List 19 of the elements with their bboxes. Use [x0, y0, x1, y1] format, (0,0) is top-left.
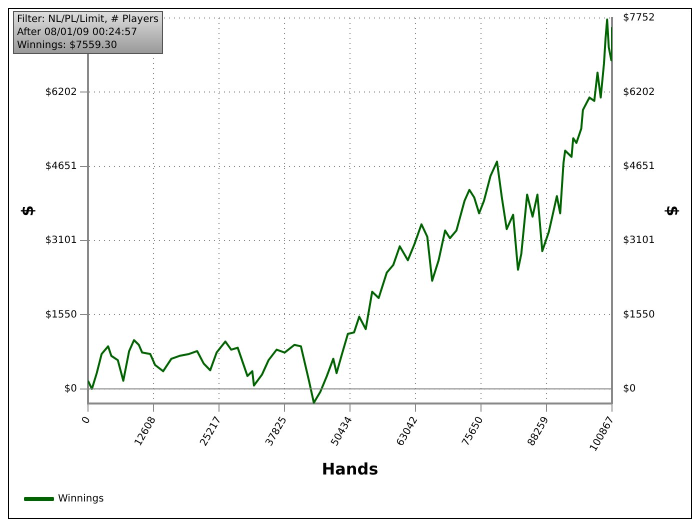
annotation: After 08/01/09 00:24:57 [17, 26, 138, 39]
y-tick-label: $4651 [45, 160, 78, 172]
y2-tick-label: $6202 [622, 86, 655, 98]
x-axis-title: Hands [322, 460, 378, 479]
annotation: Winnings: $7559.30 [17, 39, 118, 52]
y2-tick-label: $1550 [622, 309, 655, 320]
x-tick-label: 0 [80, 415, 93, 426]
y2-tick-label: $7752 [622, 12, 655, 24]
y2-tick-label: $3101 [622, 235, 655, 246]
annotation: Filter: NL/PL/Limit, # Players [17, 13, 159, 26]
y2-tick-label: $4651 [622, 160, 655, 172]
y-tick-label: $6202 [45, 86, 78, 98]
y-tick-label: $3101 [45, 235, 78, 246]
y2-tick-label: $0 [622, 384, 636, 394]
y-tick-label: $0 [64, 384, 78, 394]
legend-label: Winnings [58, 494, 104, 505]
y-axis-title: $ [18, 205, 37, 216]
y2-axis-title: $ [663, 205, 682, 216]
y-tick-label: $1550 [45, 309, 78, 320]
